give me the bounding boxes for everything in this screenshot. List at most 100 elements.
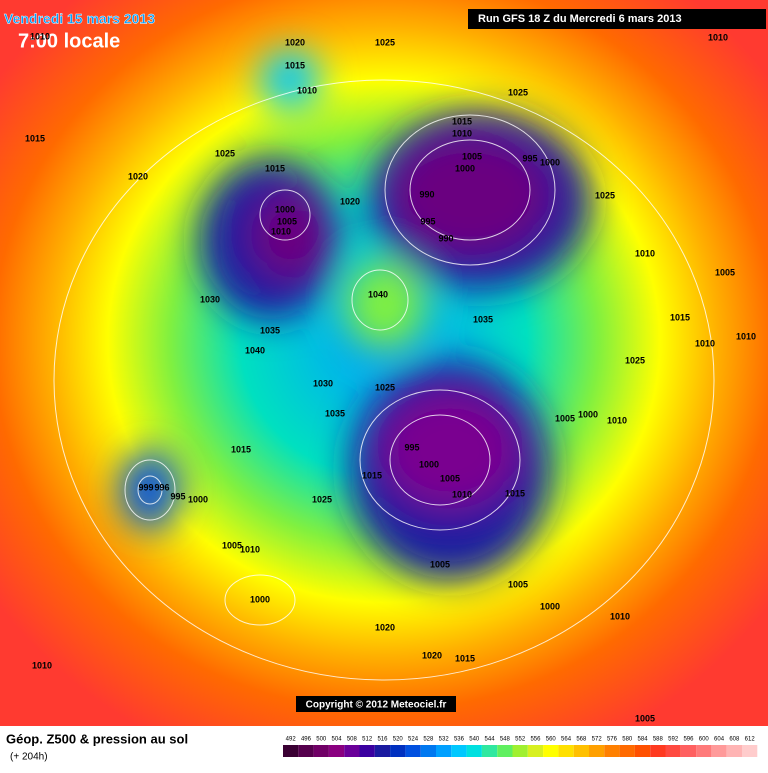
legend-tick-label: 496 (301, 737, 312, 743)
isobar-label: 1015 (265, 163, 285, 173)
isobar-label: 999 (138, 482, 153, 492)
legend-tick-label: 492 (286, 737, 297, 743)
legend-swatch (283, 745, 299, 757)
isobar-label: 1010 (297, 85, 317, 95)
legend-tick-label: 564 (561, 737, 572, 743)
isobar-label: 1005 (277, 216, 297, 226)
isobar-label: 1010 (452, 128, 472, 138)
isobar-label: 1010 (695, 338, 715, 348)
legend-tick-label: 608 (729, 737, 740, 743)
isobar-label: 995 (420, 216, 435, 226)
isobar-label: 1010 (240, 544, 260, 554)
legend-swatch (573, 745, 589, 757)
legend-tick-label: 532 (439, 737, 450, 743)
isobar-label: 995 (404, 442, 419, 452)
isobar-label: 1025 (508, 87, 528, 97)
legend-swatch (558, 745, 574, 757)
isobar-label: 1005 (715, 267, 735, 277)
isobar-label: 1015 (362, 470, 382, 480)
legend-tick-label: 584 (638, 737, 649, 743)
legend-swatch (589, 745, 605, 757)
isobar-label: 1010 (452, 489, 472, 499)
legend-swatch (374, 745, 391, 757)
isobar-label: 1010 (32, 660, 52, 670)
legend-swatch (451, 745, 467, 757)
run-box (468, 9, 766, 29)
copyright: Copyright © 2012 Meteociel.fr (306, 700, 447, 711)
isobar-label: 1025 (312, 494, 332, 504)
isobar-label: 995 (522, 153, 537, 163)
isobar-label: 1000 (578, 409, 598, 419)
isobar-label: 1015 (505, 488, 525, 498)
isobar-label: 1000 (419, 459, 439, 469)
isobar-label: 1025 (375, 37, 395, 47)
isobar-label: 996 (154, 482, 169, 492)
isobar-label: 990 (438, 233, 453, 243)
legend-swatch (650, 745, 666, 757)
legend-tick-label: 572 (592, 737, 603, 743)
legend-swatch (665, 745, 681, 757)
isobar-label: 1020 (128, 171, 148, 181)
legend-tick-label: 540 (469, 737, 480, 743)
isobar-label: 1005 (635, 713, 655, 723)
legend-swatch (390, 745, 406, 757)
legend-tick-label: 568 (576, 737, 587, 743)
legend-swatch (359, 745, 375, 757)
forecast-date: Vendredi 15 mars 2013 (4, 11, 155, 27)
legend-swatch (726, 745, 742, 757)
legend-tick-label: 520 (393, 737, 404, 743)
isobar-label: 1035 (325, 408, 345, 418)
legend-swatch (512, 745, 528, 757)
isobar-label: 1020 (422, 650, 442, 660)
isobar-label: 995 (170, 491, 185, 501)
legend-tick-label: 548 (500, 737, 511, 743)
isobar-label: 1015 (455, 653, 475, 663)
legend-swatch (466, 745, 482, 757)
legend-swatch (711, 745, 727, 757)
isobar-label: 1010 (607, 415, 627, 425)
legend-tick-label: 600 (699, 737, 710, 743)
isobar-label: 1030 (200, 294, 220, 304)
footer-lead: (+ 204h) (10, 752, 48, 763)
isobar-label: 1025 (625, 355, 645, 365)
isobar-label: 1010 (708, 32, 728, 42)
legend-tick-label: 516 (377, 737, 388, 743)
legend-tick-label: 536 (454, 737, 465, 743)
isobar-label: 990 (419, 189, 434, 199)
legend-swatch (604, 745, 620, 757)
legend-swatch (420, 745, 436, 757)
legend-tick-label: 544 (485, 737, 496, 743)
isobar-label: 1010 (30, 31, 50, 41)
legend-swatch (619, 745, 635, 757)
isobars (53, 79, 715, 681)
legend-tick-label: 552 (515, 737, 526, 743)
legend-tick-label: 560 (546, 737, 557, 743)
legend-tick-label: 524 (408, 737, 419, 743)
isobar-label: 1035 (260, 325, 280, 335)
isobar-label: 1020 (340, 196, 360, 206)
legend-swatch (344, 745, 360, 757)
map-background (0, 0, 768, 726)
isobar-label: 1015 (285, 60, 305, 70)
geopotential-field (120, 50, 590, 580)
isobar-label: 1010 (610, 611, 630, 621)
isobar-label: 1005 (508, 579, 528, 589)
isobar-label: 1010 (271, 226, 291, 236)
legend-swatch (696, 745, 712, 757)
legend-swatch (634, 745, 651, 757)
isobar-label: 1040 (245, 345, 265, 355)
isobar-label: 1000 (275, 204, 295, 214)
isobar-label: 1000 (250, 594, 270, 604)
legend-swatch (313, 745, 329, 757)
legend-swatch (497, 745, 513, 757)
isobar-label: 1015 (670, 312, 690, 322)
legend-tick-label: 612 (745, 737, 756, 743)
isobar-label: 1005 (555, 413, 575, 423)
isobar-label: 1005 (222, 540, 242, 550)
isobar-label: 1020 (375, 622, 395, 632)
legend-tick-label: 592 (668, 737, 679, 743)
isobar-label: 1030 (313, 378, 333, 388)
isobar-label: 1020 (285, 37, 305, 47)
